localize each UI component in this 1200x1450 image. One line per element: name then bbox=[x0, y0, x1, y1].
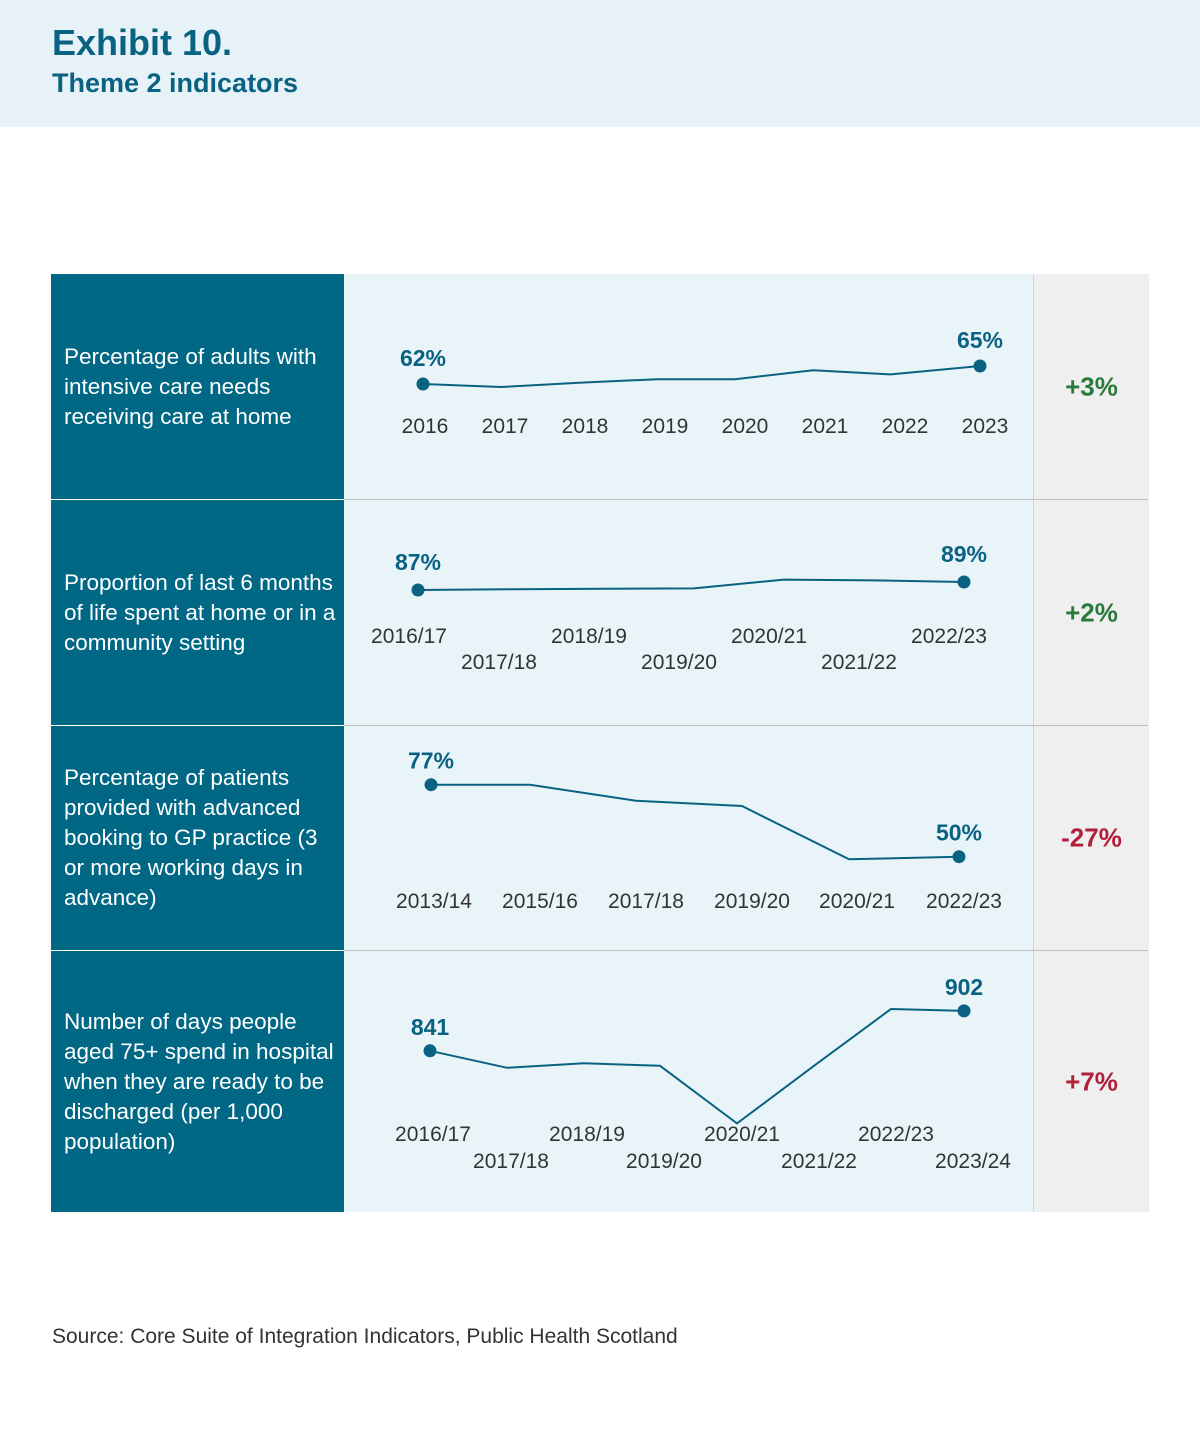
indicator-row: Number of days people aged 75+ spend in … bbox=[51, 951, 1149, 1212]
endpoint-marker bbox=[423, 1044, 437, 1058]
x-tick-label: 2019 bbox=[642, 415, 689, 438]
x-tick-label: 2021/22 bbox=[781, 1150, 857, 1173]
endpoint-marker bbox=[957, 1004, 971, 1018]
x-tick-label: 2021 bbox=[802, 415, 849, 438]
endpoint-marker bbox=[952, 850, 966, 864]
x-tick-label: 2022/23 bbox=[926, 890, 1002, 913]
end-value-label: 89% bbox=[941, 541, 987, 567]
x-tick-label: 2021/22 bbox=[821, 651, 897, 674]
x-tick-label: 2018/19 bbox=[551, 625, 627, 648]
indicator-chart: 87% 89% 2016/17 2017/18 2018/19 2019/20 2020/2… bbox=[371, 541, 987, 674]
x-tick-label: 2017/18 bbox=[461, 651, 537, 674]
indicator-change: +2% bbox=[1065, 597, 1118, 627]
indicator-chart-cell: 62% 65% 2016 2017 2018 2019 2020 2021 2022 2023 bbox=[344, 274, 1033, 499]
indicator-label-cell: Proportion of last 6 months of life spen… bbox=[51, 500, 344, 725]
series-line bbox=[417, 578, 965, 591]
x-tick-label: 2023/24 bbox=[935, 1150, 1011, 1173]
indicator-row: Percentage of patients provided with adv… bbox=[51, 726, 1149, 950]
indicator-change-cell: +2% bbox=[1033, 500, 1149, 725]
start-value-label: 841 bbox=[411, 1014, 450, 1040]
x-tick-label: 2019/20 bbox=[641, 651, 717, 674]
x-tick-label: 2019/20 bbox=[626, 1150, 702, 1173]
x-tick-label: 2013/14 bbox=[396, 890, 472, 913]
x-tick-label: 2020/21 bbox=[731, 625, 807, 648]
x-tick-label: 2020 bbox=[722, 415, 769, 438]
x-tick-label: 2020/21 bbox=[704, 1123, 780, 1146]
indicator-label-cell: Number of days people aged 75+ spend in … bbox=[51, 951, 344, 1212]
x-tick-label: 2017 bbox=[482, 415, 529, 438]
x-tick-label: 2016/17 bbox=[395, 1123, 471, 1146]
x-tick-label: 2022 bbox=[882, 415, 929, 438]
endpoint-marker bbox=[973, 359, 987, 373]
indicator-label: Proportion of last 6 months of life spen… bbox=[64, 569, 336, 655]
indicator-row: Proportion of last 6 months of life spen… bbox=[51, 500, 1149, 725]
row-divider bbox=[344, 499, 1148, 500]
x-tick-label: 2019/20 bbox=[714, 890, 790, 913]
indicator-label-cell: Percentage of patients provided with adv… bbox=[51, 726, 344, 950]
exhibit-header: Exhibit 10. Theme 2 indicators bbox=[0, 0, 1200, 127]
exhibit-subtitle: Theme 2 indicators bbox=[52, 68, 299, 98]
indicator-change: +7% bbox=[1065, 1066, 1118, 1096]
x-tick-label: 2016 bbox=[402, 415, 449, 438]
exhibit-title: Exhibit 10. bbox=[52, 22, 233, 63]
endpoint-marker bbox=[411, 583, 425, 597]
row-divider bbox=[344, 950, 1148, 951]
indicator-label-cell: Percentage of adults with intensive care… bbox=[51, 274, 344, 499]
indicator-change-cell: +7% bbox=[1033, 951, 1149, 1212]
indicator-change: +3% bbox=[1065, 371, 1118, 401]
endpoint-marker bbox=[957, 575, 971, 589]
indicator-chart: 841 902 2016/172017/182018/192019/202020/2… bbox=[395, 974, 1011, 1173]
end-value-label: 902 bbox=[945, 974, 983, 1000]
indicator-label: Number of days people aged 75+ spend in … bbox=[64, 1008, 334, 1154]
indicator-label: Percentage of adults with intensive care… bbox=[64, 343, 317, 429]
x-tick-label: 2017/18 bbox=[473, 1150, 549, 1173]
series-line bbox=[431, 783, 960, 861]
row-divider bbox=[344, 725, 1148, 726]
start-value-label: 87% bbox=[395, 549, 441, 575]
x-tick-label: 2018/19 bbox=[549, 1123, 625, 1146]
indicator-change: -27% bbox=[1061, 822, 1122, 853]
indicator-row: Percentage of adults with intensive care… bbox=[51, 274, 1149, 499]
x-tick-label: 2016/17 bbox=[371, 625, 447, 648]
indicator-change-cell: +3% bbox=[1033, 274, 1149, 499]
series-line bbox=[429, 1007, 965, 1125]
indicators-table: Percentage of adults with intensive care… bbox=[51, 274, 1149, 1212]
series-line bbox=[422, 365, 981, 389]
indicator-chart-cell: 77% 50% 2013/14 2015/16 2017/18 2019/20 2020/2… bbox=[344, 726, 1033, 950]
x-tick-label: 2022/23 bbox=[911, 625, 987, 648]
indicator-change-cell: -27% bbox=[1033, 726, 1149, 950]
indicator-label: Percentage of patients provided with adv… bbox=[64, 765, 318, 910]
indicator-chart-cell: 87% 89% 2016/17 2017/18 2018/19 2019/20 2020/2… bbox=[344, 500, 1033, 725]
end-value-label: 50% bbox=[936, 820, 982, 846]
source-note: Source: Core Suite of Integration Indica… bbox=[52, 1325, 678, 1348]
x-tick-label: 2023 bbox=[962, 415, 1009, 438]
endpoint-marker bbox=[424, 778, 438, 792]
start-value-label: 62% bbox=[400, 345, 446, 371]
x-tick-label: 2018 bbox=[562, 415, 609, 438]
end-value-label: 65% bbox=[957, 327, 1003, 353]
indicator-chart: 77% 50% 2013/14 2015/16 2017/18 2019/20 2020/2… bbox=[396, 748, 1002, 913]
endpoint-marker bbox=[416, 377, 430, 391]
indicator-chart-cell: 841 902 2016/17 2017/18 2018/19 2019/20 2020/2… bbox=[344, 951, 1033, 1212]
x-tick-label: 2022/23 bbox=[858, 1123, 934, 1146]
x-tick-label: 2017/18 bbox=[608, 890, 684, 913]
x-tick-label: 2015/16 bbox=[502, 890, 578, 913]
start-value-label: 77% bbox=[408, 748, 454, 774]
x-tick-label: 2020/21 bbox=[819, 890, 895, 913]
indicator-chart: 62% 65% 2016 2017 2018 2019 2020 2021 2022 2023 bbox=[400, 327, 1009, 438]
